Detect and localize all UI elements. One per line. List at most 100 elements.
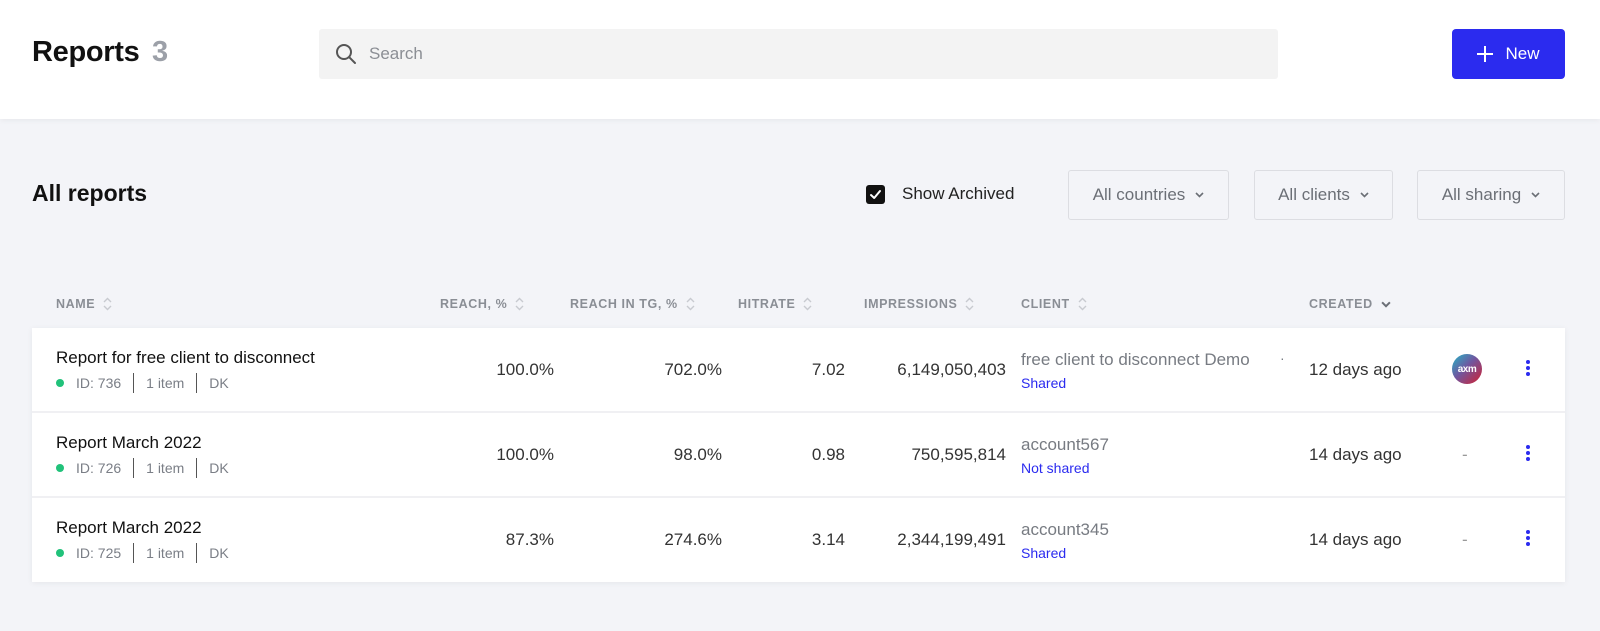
divider <box>196 373 198 393</box>
app-header: Reports 3 New <box>0 0 1600 119</box>
report-id: ID: 736 <box>76 375 122 391</box>
reports-table: Report for free client to disconnect ID:… <box>32 328 1565 582</box>
report-country: DK <box>209 460 229 476</box>
column-header-created[interactable]: CREATED <box>1309 297 1391 311</box>
checkmark-icon <box>870 189 881 199</box>
sort-icon <box>103 297 112 311</box>
show-archived-toggle[interactable]: Show Archived <box>866 184 1014 204</box>
more-options-icon[interactable] <box>1525 529 1531 547</box>
country-filter-dropdown[interactable]: All countries <box>1068 170 1229 220</box>
status-dot <box>56 464 64 472</box>
column-header-impressions-label: IMPRESSIONS <box>864 297 958 311</box>
hitrate-value: 0.98 <box>811 445 845 464</box>
sort-icon <box>515 297 524 311</box>
table-row[interactable]: Report for free client to disconnect ID:… <box>32 328 1565 413</box>
sort-descending-icon <box>1381 301 1391 308</box>
status-dot <box>56 549 64 557</box>
divider <box>133 543 135 563</box>
country-filter-label: All countries <box>1092 185 1186 204</box>
impressions-value: 6,149,050,403 <box>897 360 1006 379</box>
column-header-reach[interactable]: REACH, % <box>440 297 524 311</box>
report-meta: ID: 726 1 item DK <box>56 458 229 478</box>
reach-value: 100.0% <box>496 360 554 379</box>
created-date: 14 days ago <box>1309 530 1402 549</box>
report-name[interactable]: Report March 2022 <box>56 433 202 452</box>
plus-icon <box>1477 46 1494 62</box>
column-header-created-label: CREATED <box>1309 297 1373 311</box>
column-header-hitrate-label: HITRATE <box>738 297 796 311</box>
sharing-status[interactable]: Shared <box>1021 545 1067 561</box>
new-report-button[interactable]: New <box>1452 29 1565 79</box>
client-name: account345 <box>1021 520 1109 539</box>
column-header-reach-tg-label: REACH IN TG, % <box>570 297 678 311</box>
column-header-client-label: CLIENT <box>1021 297 1070 311</box>
created-date: 14 days ago <box>1309 445 1402 464</box>
client-separator: · <box>1280 350 1285 366</box>
hitrate-value: 7.02 <box>811 360 845 379</box>
sharing-filter-dropdown[interactable]: All sharing <box>1417 170 1565 220</box>
table-row[interactable]: Report March 2022 ID: 726 1 item DK 100.… <box>32 413 1565 498</box>
show-archived-checkbox[interactable] <box>866 184 885 204</box>
report-country: DK <box>209 375 229 391</box>
sort-icon <box>965 297 974 311</box>
report-meta: ID: 725 1 item DK <box>56 543 229 563</box>
sharing-status[interactable]: Not shared <box>1021 460 1090 476</box>
column-header-impressions[interactable]: IMPRESSIONS <box>864 297 974 311</box>
report-id: ID: 725 <box>76 545 122 561</box>
report-items: 1 item <box>146 460 185 476</box>
status-dot <box>56 379 64 387</box>
reach-tg-value: 274.6% <box>664 530 722 549</box>
report-name[interactable]: Report for free client to disconnect <box>56 348 315 367</box>
column-header-hitrate[interactable]: HITRATE <box>738 297 812 311</box>
column-header-reach-tg[interactable]: REACH IN TG, % <box>570 297 695 311</box>
reach-tg-value: 98.0% <box>673 445 722 464</box>
client-filter-dropdown[interactable]: All clients <box>1254 170 1393 220</box>
reports-count: 3 <box>152 36 169 68</box>
client-name: account567 <box>1021 435 1109 454</box>
reach-value: 100.0% <box>496 445 554 464</box>
divider <box>196 543 198 563</box>
column-header-client[interactable]: CLIENT <box>1021 297 1087 311</box>
column-header-name[interactable]: NAME <box>56 297 112 311</box>
no-logo-placeholder: - <box>1462 445 1468 464</box>
column-header-name-label: NAME <box>56 297 96 311</box>
report-name[interactable]: Report March 2022 <box>56 518 202 537</box>
more-options-icon[interactable] <box>1525 444 1531 462</box>
search-input[interactable] <box>369 29 1249 79</box>
divider <box>133 373 135 393</box>
hitrate-value: 3.14 <box>811 530 845 549</box>
sharing-filter-label: All sharing <box>1441 185 1522 204</box>
created-date: 12 days ago <box>1309 360 1402 379</box>
no-logo-placeholder: - <box>1462 530 1468 549</box>
report-meta: ID: 736 1 item DK <box>56 373 229 393</box>
reach-value: 87.3% <box>505 530 554 549</box>
new-button-label: New <box>1505 44 1540 63</box>
client-filter-label: All clients <box>1278 185 1350 204</box>
divider <box>133 458 135 478</box>
impressions-value: 2,344,199,491 <box>897 530 1006 549</box>
sort-icon <box>803 297 812 311</box>
divider <box>196 458 198 478</box>
chevron-down-icon <box>1195 192 1204 198</box>
sort-icon <box>686 297 695 311</box>
column-header-reach-label: REACH, % <box>440 297 508 311</box>
section-title: All reports <box>32 180 148 206</box>
search-box[interactable] <box>319 29 1278 79</box>
page-title: Reports <box>32 36 140 68</box>
client-name: free client to disconnect Demo <box>1021 350 1250 369</box>
table-row[interactable]: Report March 2022 ID: 725 1 item DK 87.3… <box>32 498 1565 582</box>
chevron-down-icon <box>1531 192 1540 198</box>
search-icon <box>336 44 356 64</box>
reach-tg-value: 702.0% <box>664 360 722 379</box>
client-logo: axm <box>1452 354 1482 384</box>
report-country: DK <box>209 545 229 561</box>
impressions-value: 750,595,814 <box>911 445 1006 464</box>
show-archived-label: Show Archived <box>902 184 1015 203</box>
report-items: 1 item <box>146 545 185 561</box>
sharing-status[interactable]: Shared <box>1021 375 1067 391</box>
sort-icon <box>1078 297 1087 311</box>
report-id: ID: 726 <box>76 460 122 476</box>
more-options-icon[interactable] <box>1525 359 1531 377</box>
report-items: 1 item <box>146 375 185 391</box>
chevron-down-icon <box>1360 192 1369 198</box>
